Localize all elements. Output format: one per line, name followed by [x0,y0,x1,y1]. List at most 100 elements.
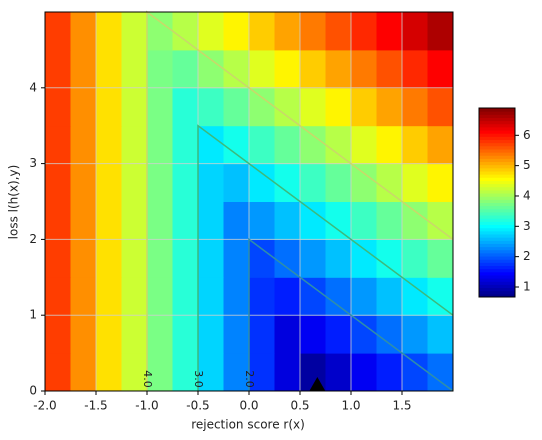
colorbar-segment [479,262,515,266]
heatmap-cell [121,163,148,202]
heatmap-cell [70,12,97,51]
contour-line [197,124,454,391]
colorbar-segment [479,281,515,285]
colorbar-segment [479,117,515,122]
heatmap-cell [121,315,148,354]
heatmap-cell [274,239,301,278]
heatmap-cell [274,12,301,51]
colorbar-segment [479,227,515,232]
x-tick-label: 1.0 [341,399,360,413]
heatmap-cell [351,12,377,51]
heatmap-cell [300,315,326,354]
colorbar-segment [479,193,515,197]
heatmap-cell [172,12,199,51]
x-tick-label: -0.5 [186,399,209,413]
heatmap-cell [249,125,275,165]
heatmap-cell [249,12,275,51]
colorbar-segment [479,186,515,191]
heatmap-cell [325,201,352,240]
heatmap-cell [198,353,224,392]
heatmap-cell [274,315,301,354]
heatmap-cell [274,49,301,89]
colorbar-segment [479,218,515,222]
heatmap-cell [223,277,250,316]
heatmap-cell [198,87,224,127]
x-tick-label: 1.5 [392,399,411,413]
heatmap-cell [147,12,173,51]
heatmap-cell [376,239,403,278]
colorbar-segment [479,252,515,257]
y-tick-label: 1 [29,308,37,322]
heatmap-cell [402,353,428,392]
heatmap-cell [325,87,352,127]
heatmap-cell [402,315,428,354]
heatmap-cell [172,353,199,392]
colorbar-segment [479,164,515,169]
x-axis-label: rejection score r(x) [191,418,305,432]
heatmap-cell [96,277,122,316]
colorbar-segment [479,130,515,134]
heatmap-cell [198,49,224,89]
heatmap-cell [45,125,71,165]
heatmap-cell [45,12,71,51]
x-tick-label: -2.0 [33,399,56,413]
heatmap-cell [427,201,454,240]
heatmap-cell [249,49,275,89]
contour-label: 2.0 [243,370,256,388]
x-tick-label: -1.5 [84,399,107,413]
colorbar-segment [479,211,515,216]
heatmap-cell [300,49,326,89]
heatmap-cell [147,125,173,165]
heatmap-cell [351,125,377,165]
heatmap-cell [96,125,122,165]
heatmap-cell [70,49,97,89]
heatmap-cell [351,315,377,354]
heatmap-cell [121,201,148,240]
heatmap-cell [172,315,199,354]
heatmap-cell [172,125,199,165]
colorbar-segment [479,189,515,194]
heatmap-cell [45,163,71,202]
heatmap-cell [325,353,352,392]
heatmap-cell [402,163,428,202]
colorbar-segment [479,111,515,115]
colorbar-segment [479,237,515,241]
heatmap-cell [376,12,403,51]
heatmap-cell [70,163,97,202]
heatmap-cell [325,315,352,354]
heatmap-cell [427,277,454,316]
heatmap-cell [325,125,352,165]
heatmap-cell [300,277,326,316]
colorbar-segment [479,274,515,279]
colorbar-segment [479,293,515,298]
colorbar-segment [479,136,515,140]
heatmap-cell [402,201,428,240]
y-tick-label: 4 [29,80,37,94]
y-tick-label: 3 [29,156,37,170]
heatmap-cell [70,315,97,354]
colorbar-segment [479,167,515,172]
heatmap-cell [325,12,352,51]
heatmap-cell [45,201,71,240]
heatmap-cell [45,49,71,89]
colorbar-segment [479,246,515,251]
heatmap-cell [376,49,403,89]
heatmap-cell [96,353,122,392]
heatmap-cell [427,125,454,165]
heatmap-cell [300,163,326,202]
colorbar-segment [479,249,515,254]
colorbar-segment [479,161,515,166]
colorbar-segment [479,148,515,153]
colorbar-segment [479,174,515,178]
heatmap-cell [45,315,71,354]
colorbar-segment [479,120,515,125]
heatmap-cell [121,277,148,316]
heatmap-cell [300,12,326,51]
heatmap-cell [325,163,352,202]
heatmap-cell [376,125,403,165]
heatmap-cell [376,87,403,127]
heatmap-cell [147,49,173,89]
heatmap-cell [96,315,122,354]
heatmap-cell [351,163,377,202]
